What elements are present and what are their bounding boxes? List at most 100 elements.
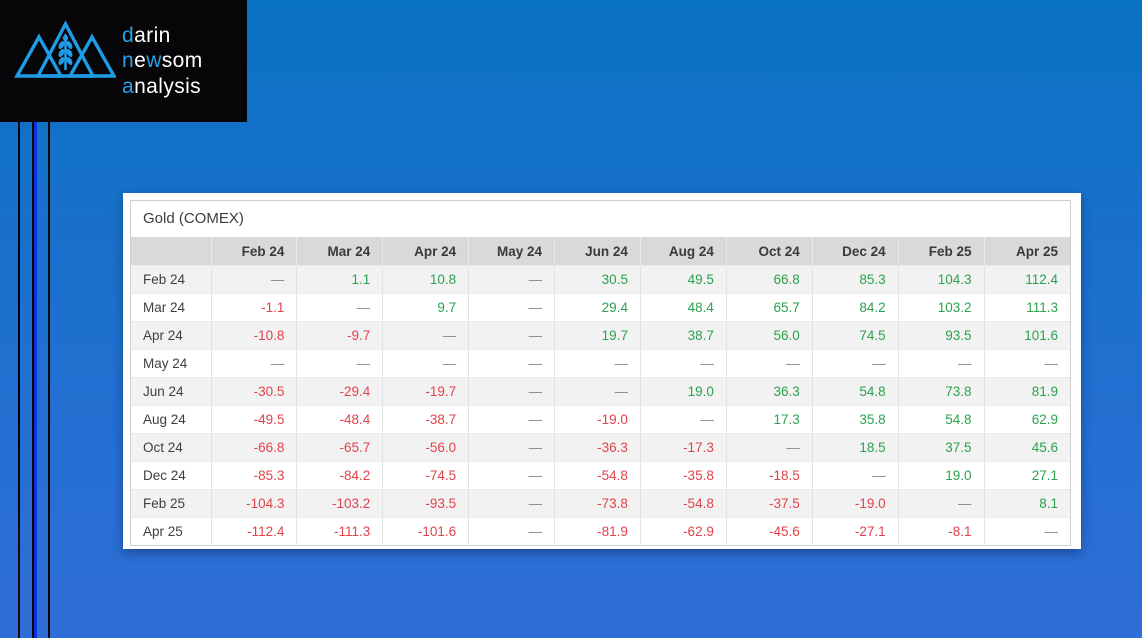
table-row: Aug 24 -49.5 -48.4 -38.7— -19.0—17.3 35.8 54.8… [131,405,1070,434]
table-row: Feb 24—1.1 10.8—30.5 49.5 66.8 85.3 104.3 112.… [131,265,1070,294]
row-label: Oct 24 [131,433,211,462]
vertical-stripe-blue [34,122,37,638]
table-row: Dec 24 -85.3 -84.2 -74.5— -54.8 -35.8 -18.5—19… [131,461,1070,490]
column-header: May 24 [468,237,555,266]
spread-value-cell: -19.7 [382,377,469,406]
wordmark-letters: arin [134,23,171,47]
spread-value-cell: -27.1 [811,517,899,545]
vertical-stripe-black-2 [32,122,34,638]
spread-value-cell: 38.7 [639,321,727,350]
spread-value-cell: — [725,349,813,378]
spread-value-cell: -54.8 [639,489,727,518]
column-header: Apr 25 [983,237,1070,266]
spread-value-cell: — [725,433,813,462]
spread-matrix-table: Feb 24 Mar 24 Apr 24 May 24 Jun 24 Aug 24 Oct … [131,237,1070,545]
row-label: Apr 25 [131,517,211,545]
spread-value-cell: -38.7 [382,405,469,434]
spread-value-cell: 35.8 [811,405,899,434]
column-header: Mar 24 [296,237,383,266]
wordmark-line-3: analysis [122,74,203,100]
spread-value-cell: 66.8 [725,265,813,294]
spread-value-cell: — [382,321,469,350]
spread-value-cell: 36.3 [725,377,813,406]
brand-wordmark: darin newsom analysis [122,23,203,100]
spread-value-cell: -30.5 [210,377,297,406]
column-header: Oct 24 [725,237,813,266]
spread-value-cell: 18.5 [811,433,899,462]
spread-value-cell: -62.9 [639,517,727,545]
spread-value-cell: -73.8 [554,489,641,518]
spread-value-cell: — [983,349,1070,378]
spread-value-cell: 62.9 [983,405,1070,434]
spread-value-cell: 81.9 [983,377,1070,406]
spread-value-cell: 1.1 [296,265,383,294]
spread-matrix: Gold (COMEX) Feb 24 Mar 24 Apr 24 May 24 Jun… [130,200,1071,546]
table-row: Jun 24 -30.5 -29.4 -19.7— —19.0 36.3 54.8 73.8 8… [131,377,1070,406]
spread-value-cell: 19.0 [897,461,985,490]
spread-value-cell: 65.7 [725,293,813,322]
vertical-stripe-black-1 [18,122,20,638]
spread-value-cell: 8.1 [983,489,1070,518]
spread-value-cell: 85.3 [811,265,899,294]
spread-value-cell: — [897,489,985,518]
wordmark-accent-letter: d [122,23,135,47]
row-label: Mar 24 [131,293,211,322]
vertical-stripe-black-3 [48,122,50,638]
wordmark-accent-letter: a [122,74,135,98]
wordmark-letters: som [161,49,203,73]
spread-value-cell: -8.1 [897,517,985,545]
spread-value-cell: 19.7 [554,321,641,350]
row-label: May 24 [131,349,211,378]
spread-value-cell: — [468,349,555,378]
spread-value-cell: — [897,349,985,378]
spread-value-cell: — [468,433,555,462]
table-row: Apr 25 -112.4 -111.3 -101.6— -81.9 -62.9 -45.6… [131,517,1070,545]
column-header: Aug 24 [639,237,727,266]
spread-value-cell: 101.6 [983,321,1070,350]
mountains-wheat-icon [14,20,116,78]
spread-value-cell: -48.4 [296,405,383,434]
table-header-row: Feb 24 Mar 24 Apr 24 May 24 Jun 24 Aug 24 Oct … [131,237,1070,266]
spread-value-cell: 10.8 [382,265,469,294]
spread-value-cell: 45.6 [983,433,1070,462]
table-row: Feb 25 -104.3 -103.2 -93.5— -73.8 -54.8 -37.5-… [131,489,1070,518]
spread-value-cell: — [468,321,555,350]
spread-value-cell: 84.2 [811,293,899,322]
table-row: Oct 24 -66.8 -65.7 -56.0— -36.3 -17.3—18.5 37.… [131,433,1070,462]
spread-value-cell: -54.8 [554,461,641,490]
spread-value-cell: 30.5 [554,265,641,294]
column-header: Feb 24 [210,237,297,266]
spread-value-cell: -85.3 [210,461,297,490]
row-label-header [131,237,211,266]
spread-value-cell: 93.5 [897,321,985,350]
row-label: Aug 24 [131,405,211,434]
spread-value-cell: -45.6 [725,517,813,545]
spread-value-cell: — [382,349,469,378]
spread-value-cell: — [210,265,297,294]
column-header: Feb 25 [897,237,985,266]
spread-value-cell: 112.4 [983,265,1070,294]
spread-value-cell: -84.2 [296,461,383,490]
spread-value-cell: — [811,349,899,378]
spread-value-cell: 17.3 [725,405,813,434]
table-row: Mar 24 -1.1—9.7—29.4 48.4 65.7 84.2 103.2 111.… [131,293,1070,322]
spread-value-cell: 48.4 [639,293,727,322]
spread-value-cell: — [983,517,1070,545]
spread-value-cell: -111.3 [296,517,383,545]
wordmark-accent-letter: n [122,49,135,73]
spread-value-cell: 54.8 [897,405,985,434]
spread-value-cell: — [639,349,727,378]
spread-value-cell: 111.3 [983,293,1070,322]
spread-value-cell: -65.7 [296,433,383,462]
spread-value-cell: -81.9 [554,517,641,545]
spread-value-cell: -18.5 [725,461,813,490]
brand-logo: darin newsom analysis [0,0,247,122]
spread-value-cell: 104.3 [897,265,985,294]
spread-value-cell: -17.3 [639,433,727,462]
spread-value-cell: — [554,349,641,378]
spread-value-cell: -19.0 [811,489,899,518]
spread-value-cell: — [554,377,641,406]
spread-value-cell: -10.8 [210,321,297,350]
spread-value-cell: — [296,293,383,322]
